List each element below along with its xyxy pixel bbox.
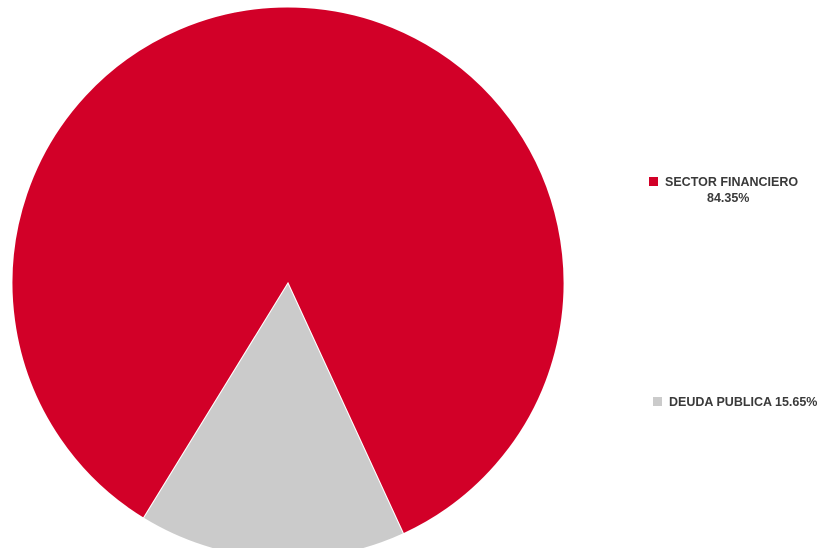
legend-label-financiero: SECTOR FINANCIERO: [665, 175, 799, 189]
legend-value-financiero: 84.35%: [707, 191, 750, 205]
legend-item-sector-financiero: SECTOR FINANCIERO 84.35%: [649, 174, 829, 206]
pie-slice-sector-financiero: [11, 6, 565, 535]
legend-swatch-financiero: [649, 177, 658, 186]
legend-swatch-deuda: [653, 397, 662, 406]
legend-label-deuda: DEUDA PUBLICA 15.65%: [669, 395, 818, 409]
legend-item-deuda-publica: DEUDA PUBLICA 15.65%: [653, 394, 817, 410]
pie-slice-deuda-publica: [142, 281, 405, 548]
